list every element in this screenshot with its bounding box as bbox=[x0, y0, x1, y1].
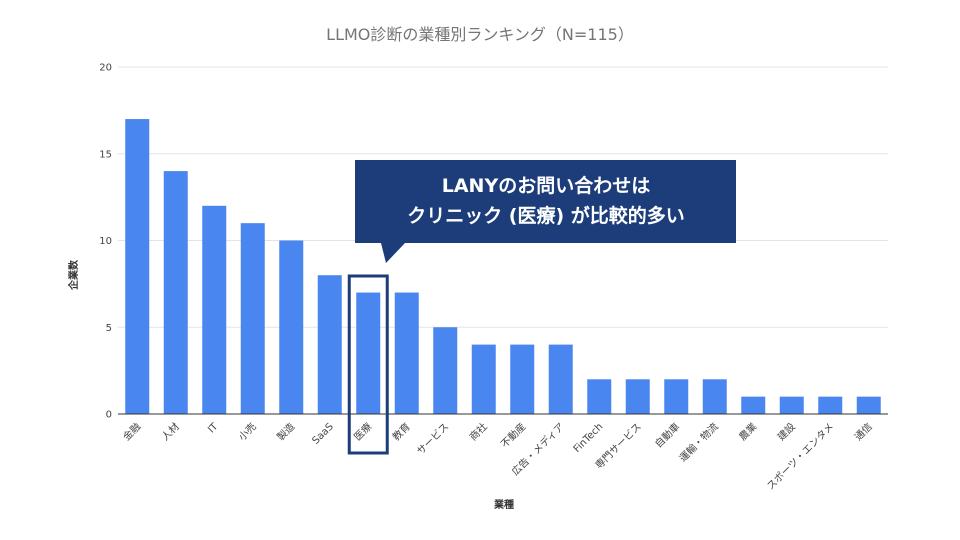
y-tick-label: 5 bbox=[106, 323, 112, 334]
bar-5 bbox=[317, 275, 342, 414]
bar-8 bbox=[433, 327, 458, 414]
x-category-label: 農業 bbox=[736, 420, 759, 443]
callout-line-1: LANYのお問い合わせは bbox=[442, 174, 650, 197]
x-category-label: 教育 bbox=[390, 420, 413, 443]
x-category-label: スポーツ・エンタメ bbox=[765, 421, 837, 493]
bar-9 bbox=[471, 344, 496, 414]
bar-15 bbox=[702, 379, 727, 414]
x-category-label: 運輸・物流 bbox=[676, 420, 721, 465]
chart-title: LLMO診断の業種別ランキング（N=115） bbox=[326, 25, 634, 44]
x-category-label: 通信 bbox=[852, 421, 875, 444]
bar-0 bbox=[125, 119, 150, 415]
callout-bubble bbox=[355, 160, 736, 263]
bar-17 bbox=[779, 396, 804, 414]
y-tick-label: 0 bbox=[106, 410, 112, 421]
bar-19 bbox=[856, 396, 881, 414]
bar-7 bbox=[394, 292, 419, 414]
bar-4 bbox=[279, 240, 304, 414]
x-category-label: 商社 bbox=[467, 420, 490, 443]
x-category-label: FinTech bbox=[572, 421, 606, 455]
bar-2 bbox=[202, 205, 227, 414]
bars bbox=[125, 119, 881, 415]
bar-10 bbox=[510, 344, 535, 414]
bar-14 bbox=[664, 379, 689, 414]
bar-3 bbox=[240, 223, 265, 414]
x-category-label: 人材 bbox=[159, 420, 182, 443]
x-category-label: サービス bbox=[415, 421, 452, 458]
x-category-label: IT bbox=[206, 421, 221, 436]
x-category-label: 医療 bbox=[351, 420, 374, 443]
bar-6 bbox=[356, 292, 381, 414]
y-tick-label: 15 bbox=[99, 149, 112, 160]
x-axis-title: 業種 bbox=[493, 498, 514, 511]
bar-18 bbox=[818, 396, 843, 414]
y-tick-labels: 0 5 10 15 20 bbox=[99, 63, 112, 421]
y-tick-label: 10 bbox=[99, 236, 112, 247]
bar-12 bbox=[587, 379, 612, 414]
bar-16 bbox=[741, 396, 766, 414]
y-tick-label: 20 bbox=[99, 63, 112, 74]
x-category-label: 建設 bbox=[775, 420, 798, 443]
bar-1 bbox=[163, 171, 188, 414]
x-category-label: 金融 bbox=[120, 420, 143, 443]
bar-11 bbox=[548, 344, 573, 414]
highlight-box bbox=[347, 274, 389, 455]
x-category-label: 製造 bbox=[274, 420, 297, 443]
y-axis-title: 企業数 bbox=[67, 259, 80, 291]
callout: LANYのお問い合わせは クリニック (医療) が比較的多い bbox=[355, 160, 736, 263]
x-category-label: 不動産 bbox=[498, 420, 528, 450]
callout-line-2: クリニック (医療) が比較的多い bbox=[407, 204, 685, 227]
bar-13 bbox=[625, 379, 650, 414]
x-category-label: SaaS bbox=[310, 421, 335, 446]
x-category-label: 小売 bbox=[236, 420, 259, 443]
x-category-label: 自動車 bbox=[652, 420, 682, 450]
